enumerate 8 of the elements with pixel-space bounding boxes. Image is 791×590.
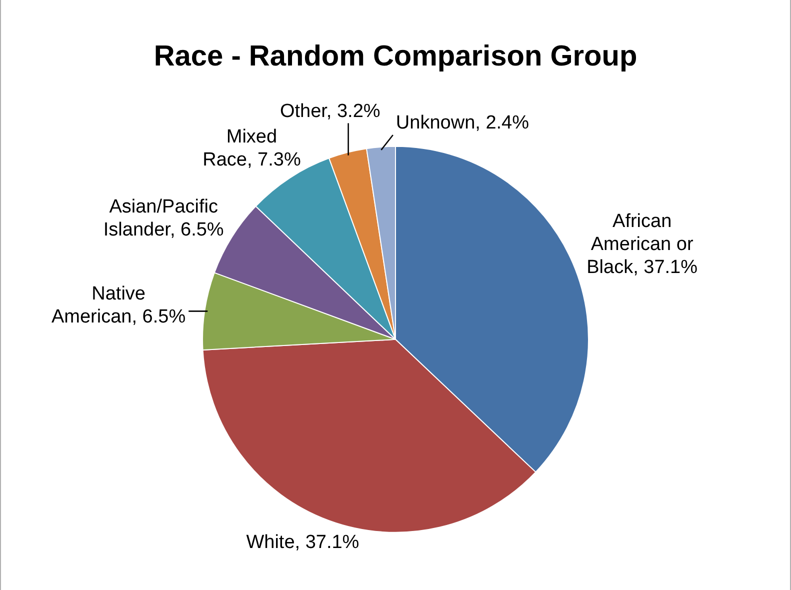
slice-label: Mixed Race, 7.3% <box>202 126 301 170</box>
chart-title: Race - Random Comparison Group <box>154 40 638 72</box>
slice-label: Other, 3.2% <box>280 100 380 122</box>
slice-label: African American or Black, 37.1% <box>586 210 698 278</box>
slice-label: Native American, 6.5% <box>51 283 186 328</box>
slice-label: White, 37.1% <box>246 532 360 553</box>
slice-label: Unknown, 2.4% <box>396 112 530 134</box>
slice-label: Asian/Pacific Islander, 6.5% <box>103 196 224 241</box>
